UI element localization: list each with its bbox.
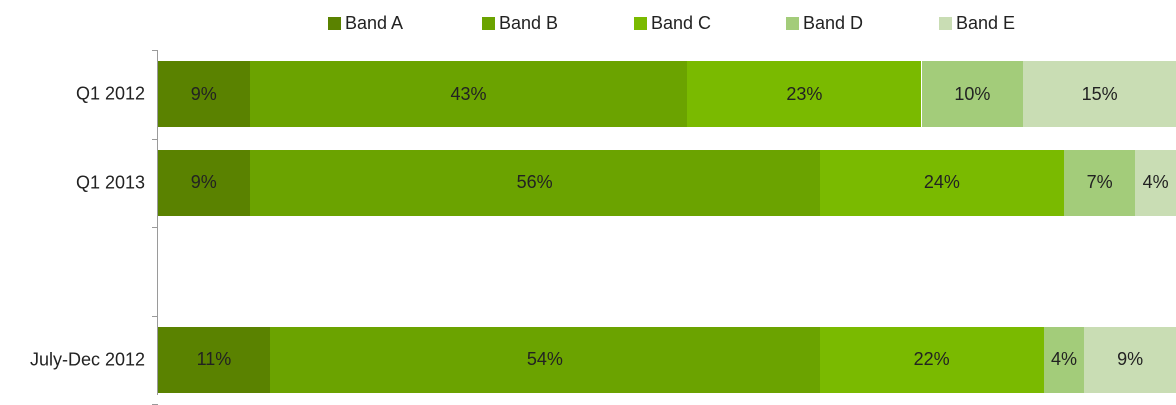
axis-tick bbox=[152, 227, 158, 228]
legend-item-3: Band C bbox=[634, 8, 711, 38]
data-label: 43% bbox=[450, 83, 487, 104]
legend-label: Band D bbox=[803, 12, 864, 33]
legend-label: Band B bbox=[499, 12, 559, 33]
axis-tick bbox=[152, 50, 158, 51]
legend-label: Band A bbox=[345, 12, 404, 33]
data-label: 54% bbox=[526, 349, 563, 370]
legend-swatch bbox=[482, 16, 495, 30]
bar-segment: 56% bbox=[249, 149, 820, 216]
legend-item-1: Band A bbox=[328, 8, 403, 38]
legend-swatch bbox=[786, 16, 799, 30]
legend-swatch bbox=[328, 16, 341, 30]
chart-legend: Band A Band B Band C Band D Band E bbox=[0, 8, 1176, 38]
data-label: 15% bbox=[1081, 83, 1118, 104]
data-label: 24% bbox=[923, 172, 960, 193]
bar-segment: 15% bbox=[1023, 61, 1176, 128]
data-label: 10% bbox=[954, 83, 991, 104]
bar-segment: 10% bbox=[921, 61, 1024, 128]
data-label: 4% bbox=[1051, 349, 1078, 370]
bar-segment: 11% bbox=[158, 326, 270, 393]
axis-tick bbox=[152, 139, 158, 140]
legend-swatch bbox=[939, 16, 952, 30]
bar-segment: 23% bbox=[687, 61, 922, 128]
data-label: 11% bbox=[196, 349, 232, 370]
bar-segment: 4% bbox=[1043, 326, 1085, 393]
legend-item-5: Band E bbox=[939, 8, 1015, 38]
data-label: 4% bbox=[1142, 172, 1169, 193]
bar-segment: 22% bbox=[819, 326, 1044, 393]
bar-segment: 9% bbox=[158, 149, 250, 216]
data-label: 9% bbox=[190, 172, 217, 193]
data-label: 9% bbox=[190, 83, 217, 104]
data-label: 23% bbox=[786, 83, 823, 104]
category-axis-line bbox=[157, 50, 158, 395]
legend-label: Band E bbox=[956, 12, 1016, 33]
legend-item-2: Band B bbox=[482, 8, 558, 38]
axis-tick bbox=[152, 316, 158, 317]
data-label: 7% bbox=[1086, 172, 1113, 193]
category-label: July-Dec 2012 bbox=[29, 349, 145, 370]
legend-swatch bbox=[634, 16, 647, 30]
bar-segment: 9% bbox=[158, 61, 250, 128]
data-label: 56% bbox=[516, 172, 553, 193]
bar-segment: 7% bbox=[1064, 149, 1136, 216]
category-label: Q1 2013 bbox=[75, 172, 145, 193]
data-label: 9% bbox=[1117, 349, 1144, 370]
bar-segment: 43% bbox=[249, 61, 688, 128]
bar-segment: 24% bbox=[819, 149, 1064, 216]
legend-label: Band C bbox=[651, 12, 712, 33]
data-label: 22% bbox=[913, 349, 950, 370]
category-label: Q1 2012 bbox=[75, 83, 145, 104]
bar-segment: 9% bbox=[1084, 326, 1176, 393]
legend-item-4: Band D bbox=[786, 8, 863, 38]
bar-segment: 4% bbox=[1135, 149, 1176, 216]
bar-segment: 54% bbox=[269, 326, 820, 393]
